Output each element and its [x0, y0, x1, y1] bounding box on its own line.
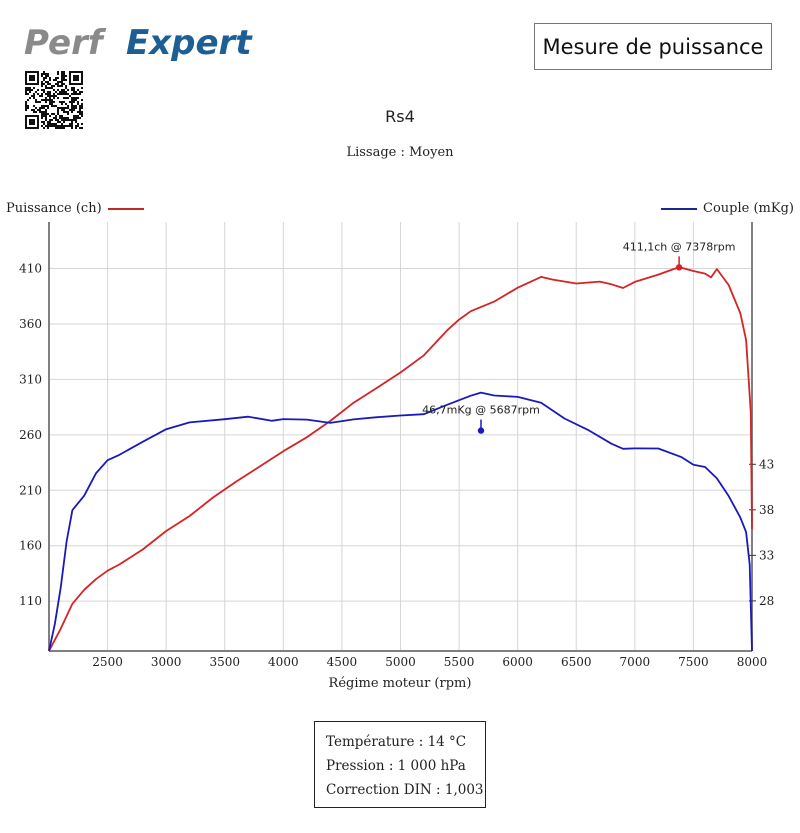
vehicle-name: Rs4: [385, 107, 415, 126]
power-curve: [48, 266, 753, 652]
qr-code[interactable]: [25, 71, 83, 129]
page-title: Mesure de puissance: [534, 23, 772, 70]
x-axis-label: Régime moteur (rpm): [328, 676, 472, 691]
torque-curve: [48, 391, 753, 652]
peak-torque-marker-dot: [477, 427, 485, 434]
chart-grid: [49, 222, 752, 651]
legend-torque-label: Couple (mKg): [703, 201, 794, 216]
x-tick-label: 6500: [561, 655, 592, 669]
peak-power-label: 411,1ch @ 7378rpm: [623, 240, 736, 253]
y-left-tick-label: 310: [19, 372, 42, 386]
pressure-value: Pression : 1 000 hPa: [326, 758, 466, 774]
brand-logo-part2: Expert: [126, 23, 253, 63]
peak-torque-label: 46,7mKg @ 5687rpm: [422, 404, 540, 417]
legend-power[interactable]: Puissance (ch): [6, 201, 144, 216]
chart-annotations: 411,1ch @ 7378rpm 46,7mKg @ 5687rpm: [422, 240, 736, 434]
x-tick-label: 3000: [151, 655, 182, 669]
y-right-tick-label: 43: [759, 457, 774, 471]
x-tick-label: 6000: [502, 655, 533, 669]
brand-logo-part1: Perf: [24, 23, 107, 63]
x-tick-label: 7500: [678, 655, 709, 669]
temperature-value: Température : 14 °C: [326, 734, 467, 750]
x-tick-label: 5000: [385, 655, 416, 669]
legend-torque-swatch: [661, 207, 698, 210]
y-left-tick-label: 410: [19, 262, 42, 276]
chart-ticks: 2500 3000 3500 4000 4500 5000 5500 6000 6500 7000…: [19, 262, 774, 669]
y-left-tick-label: 360: [19, 317, 42, 331]
x-tick-label: 4000: [268, 655, 299, 669]
conditions-box: Température : 14 °C Pression : 1 000 hPa…: [314, 721, 486, 808]
smoothing-label: Lissage : Moyen: [346, 145, 454, 160]
chart-axes: [48, 222, 753, 652]
x-tick-label: 2500: [92, 655, 123, 669]
din-correction-value: Correction DIN : 1,003: [326, 782, 484, 798]
brand-logo: Perf Expert: [24, 20, 284, 64]
y-left-tick-label: 210: [19, 483, 42, 497]
x-tick-label: 5500: [444, 655, 475, 669]
y-right-tick-label: 38: [759, 503, 774, 517]
legend-torque[interactable]: Couple (mKg): [661, 201, 794, 216]
chart-series: [48, 266, 753, 652]
x-tick-label: 8000: [737, 655, 768, 669]
y-right-tick-label: 28: [759, 594, 774, 608]
legend-power-swatch: [107, 207, 144, 210]
x-tick-label: 4500: [327, 655, 358, 669]
y-left-tick-label: 110: [19, 594, 42, 608]
x-tick-label: 7000: [620, 655, 651, 669]
y-left-tick-label: 260: [19, 428, 42, 442]
x-tick-label: 3500: [209, 655, 240, 669]
y-left-tick-label: 160: [19, 539, 42, 553]
legend-power-label: Puissance (ch): [6, 201, 102, 216]
peak-power-marker-dot: [675, 264, 683, 271]
y-right-tick-label: 33: [759, 548, 774, 562]
